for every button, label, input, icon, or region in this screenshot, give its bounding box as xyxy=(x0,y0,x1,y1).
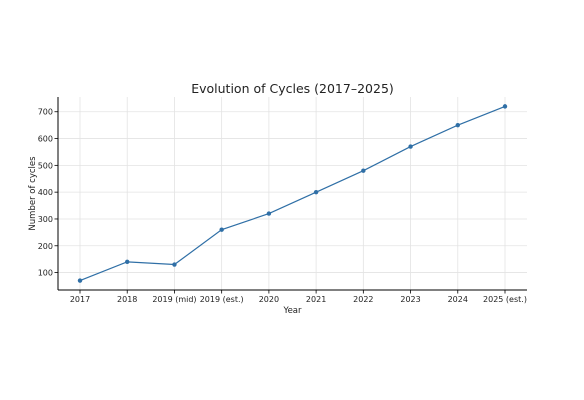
y-tick-label: 700 xyxy=(38,108,53,117)
data-point xyxy=(361,168,366,173)
data-point xyxy=(502,104,508,109)
x-tick-label: 2025 (est.) xyxy=(483,295,527,304)
series xyxy=(77,104,508,283)
data-point xyxy=(172,262,177,267)
data-point xyxy=(266,211,272,216)
x-axis-label: Year xyxy=(283,306,303,316)
data-point xyxy=(77,278,83,283)
y-tick-label: 500 xyxy=(38,161,53,170)
ticks: 2017 2018 2019 (mid) 2019 (est.) 2020 2021 202… xyxy=(38,108,527,304)
x-tick-label: 2021 xyxy=(306,295,326,304)
grid xyxy=(58,97,527,290)
x-tick-label: 2024 xyxy=(448,295,468,304)
x-tick-label: 2018 xyxy=(117,295,137,304)
x-tick-label: 2022 xyxy=(353,295,373,304)
y-tick-label: 400 xyxy=(38,188,53,197)
y-tick-label: 100 xyxy=(38,269,53,278)
x-tick-label: 2023 xyxy=(400,295,420,304)
series-line xyxy=(79,105,506,282)
data-point xyxy=(455,122,460,128)
x-tick-label: 2017 xyxy=(70,295,90,304)
x-tick-label: 2019 (est.) xyxy=(200,295,244,304)
x-tick-label: 2020 xyxy=(259,295,279,304)
y-tick-label: 200 xyxy=(38,242,53,251)
y-tick-label: 600 xyxy=(38,135,53,144)
data-point xyxy=(408,144,413,149)
data-point xyxy=(125,259,130,265)
chart-title: Evolution of Cycles (2017–2025) xyxy=(191,81,394,96)
data-point xyxy=(313,189,319,195)
axes xyxy=(57,97,527,291)
y-axis-label: Number of cycles xyxy=(28,156,38,231)
data-point xyxy=(219,227,224,232)
x-tick-label: 2019 (mid) xyxy=(152,295,196,304)
y-tick-label: 300 xyxy=(38,215,53,224)
